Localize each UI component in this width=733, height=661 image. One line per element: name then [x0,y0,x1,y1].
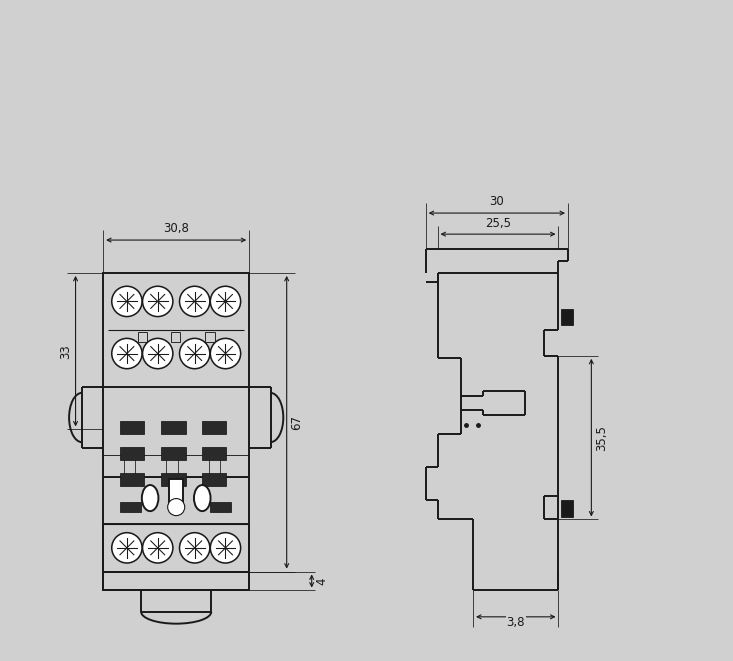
Circle shape [142,338,173,369]
Circle shape [180,286,210,317]
Circle shape [142,533,173,563]
Text: 3,8: 3,8 [507,615,525,629]
Bar [103,455,249,477]
Bar [202,447,226,460]
Bar [166,457,177,477]
Bar [161,473,185,486]
Ellipse shape [142,485,158,511]
Bar [202,421,226,434]
Text: 25,5: 25,5 [485,217,511,230]
Text: 67: 67 [290,414,303,430]
Bar [171,332,180,342]
Bar [209,457,221,477]
Circle shape [180,533,210,563]
Text: 30,8: 30,8 [163,222,189,235]
Bar [119,502,141,512]
Bar [561,309,572,325]
Bar [119,447,144,460]
Bar [119,421,144,434]
Bar [119,473,144,486]
Text: 33: 33 [59,344,73,358]
Circle shape [111,338,142,369]
Circle shape [111,286,142,317]
Bar [103,572,249,590]
Circle shape [210,533,240,563]
Ellipse shape [194,485,210,511]
Bar [103,524,249,572]
Circle shape [168,498,185,516]
Text: 4: 4 [316,577,328,585]
Circle shape [210,286,240,317]
Bar [205,332,215,342]
Bar [210,502,231,512]
Circle shape [180,338,210,369]
Bar [161,447,185,460]
Text: 35,5: 35,5 [595,425,608,451]
Bar [169,479,183,505]
Bar [161,421,185,434]
Bar [561,500,572,517]
Bar [103,273,249,590]
Text: 30: 30 [490,195,504,208]
Circle shape [210,338,240,369]
Circle shape [142,286,173,317]
Circle shape [111,533,142,563]
Bar [202,473,226,486]
Bar [138,332,147,342]
Bar [124,457,135,477]
